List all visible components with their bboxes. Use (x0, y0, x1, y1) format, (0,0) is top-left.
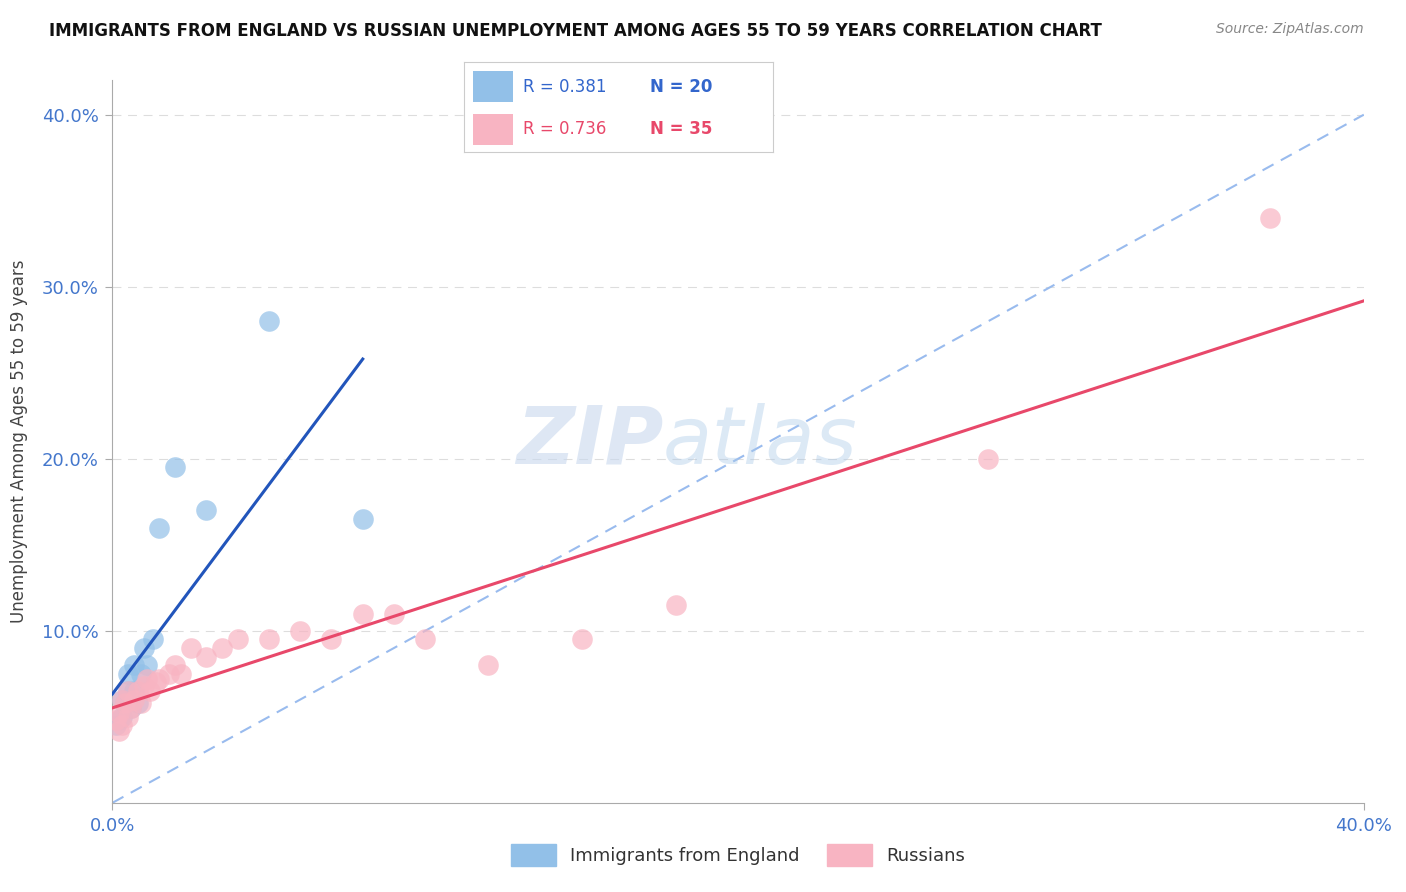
Point (352, 607, 374, 621)
Point (977, 451, 1000, 466)
Point (124, 684, 146, 698)
Point (135, 672, 157, 686)
Point (321, 632, 343, 647)
Point (124, 658, 146, 673)
Point (129, 666, 152, 681)
Point (104, 713, 127, 727)
Point (226, 632, 249, 647)
Point (257, 632, 280, 647)
Point (114, 696, 136, 710)
Point (290, 624, 312, 638)
Point (257, 314, 280, 328)
Point (1258, 211, 1281, 225)
Point (142, 632, 165, 647)
Point (107, 723, 129, 738)
Point (132, 640, 155, 655)
Point (120, 701, 142, 715)
Point (127, 696, 149, 710)
Point (148, 520, 170, 534)
Point (195, 649, 218, 664)
Point (195, 503, 218, 517)
Point (111, 692, 134, 706)
Text: ZIP: ZIP (516, 402, 664, 481)
Point (148, 672, 170, 686)
Point (117, 666, 139, 681)
Point (132, 679, 155, 693)
Point (382, 607, 405, 621)
Text: Source: ZipAtlas.com: Source: ZipAtlas.com (1216, 22, 1364, 37)
Text: R = 0.736: R = 0.736 (523, 120, 606, 138)
FancyBboxPatch shape (474, 71, 513, 102)
Point (664, 598, 686, 612)
Point (163, 460, 186, 475)
Point (114, 696, 136, 710)
Point (157, 666, 180, 681)
Point (211, 640, 233, 655)
Text: N = 20: N = 20 (650, 78, 711, 95)
Point (135, 658, 157, 673)
Point (170, 666, 193, 681)
Text: IMMIGRANTS FROM ENGLAND VS RUSSIAN UNEMPLOYMENT AMONG AGES 55 TO 59 YEARS CORREL: IMMIGRANTS FROM ENGLAND VS RUSSIAN UNEMP… (49, 22, 1102, 40)
Point (117, 684, 139, 698)
Point (124, 692, 146, 706)
Point (107, 713, 129, 727)
Point (127, 684, 149, 698)
Point (415, 632, 437, 647)
Text: N = 35: N = 35 (650, 120, 711, 138)
Point (104, 718, 127, 732)
Point (111, 692, 134, 706)
Point (139, 684, 162, 698)
Point (477, 658, 499, 673)
Point (120, 701, 142, 715)
FancyBboxPatch shape (474, 114, 513, 145)
Point (117, 684, 139, 698)
Point (107, 706, 129, 721)
Point (145, 675, 167, 690)
Point (111, 710, 134, 724)
Point (129, 696, 152, 710)
Point (117, 710, 139, 724)
Point (180, 640, 202, 655)
Legend: Immigrants from England, Russians: Immigrants from England, Russians (503, 837, 973, 873)
Point (163, 658, 186, 673)
Point (571, 632, 593, 647)
Y-axis label: Unemployment Among Ages 55 to 59 years: Unemployment Among Ages 55 to 59 years (10, 260, 28, 624)
Point (111, 718, 134, 732)
Point (352, 512, 374, 526)
Text: R = 0.381: R = 0.381 (523, 78, 606, 95)
Text: atlas: atlas (664, 402, 858, 481)
